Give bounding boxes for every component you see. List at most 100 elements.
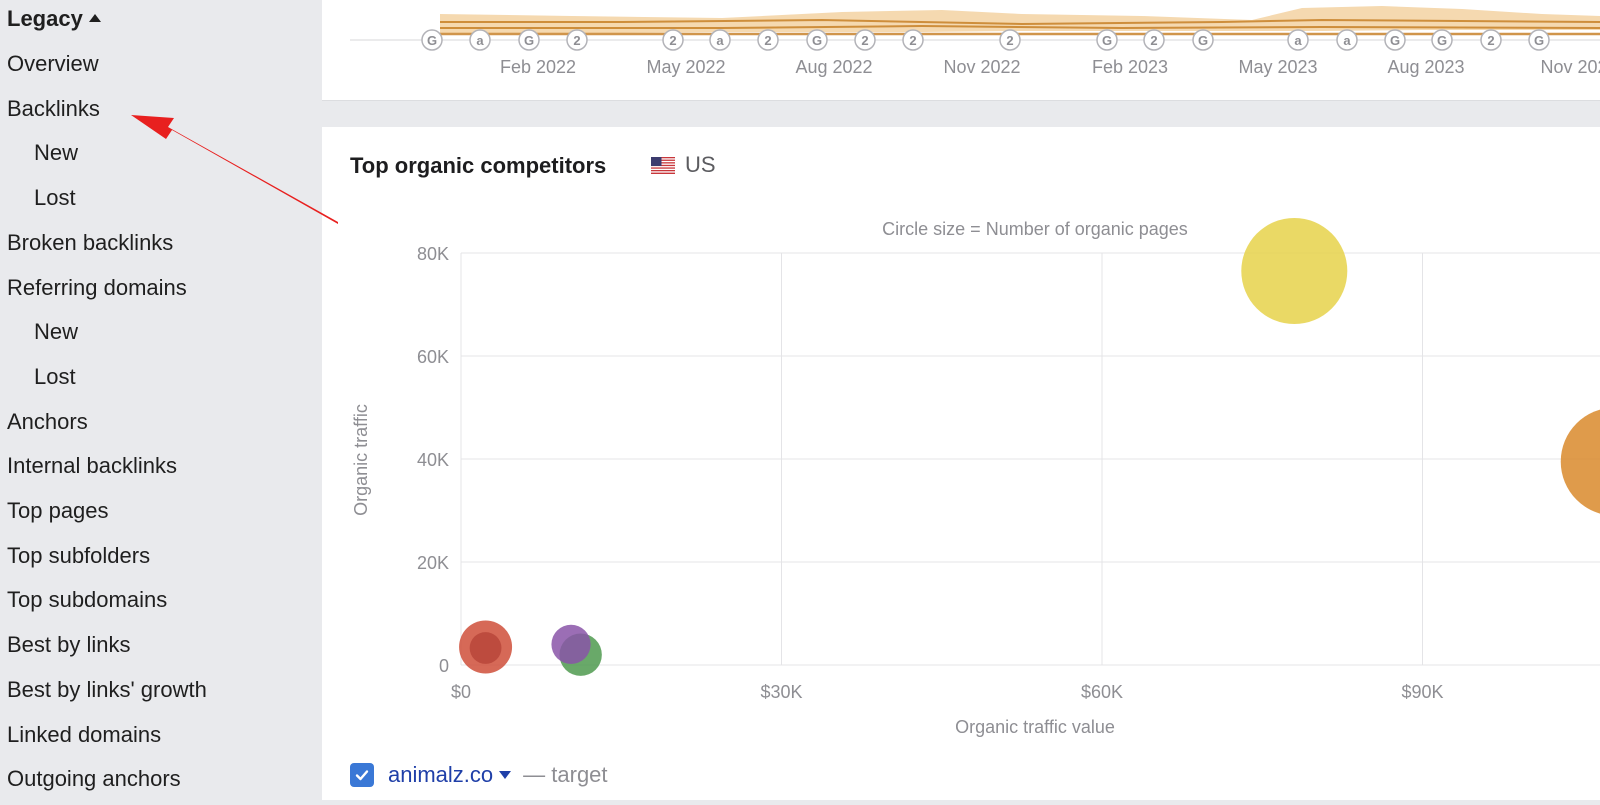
sidebar-item-internal-backlinks[interactable]: Internal backlinks xyxy=(7,453,177,479)
section-title: Top organic competitors xyxy=(350,153,607,178)
timeline-marker[interactable]: a xyxy=(1287,29,1309,51)
svg-text:G: G xyxy=(812,33,822,48)
timeline-date-label: May 2023 xyxy=(1238,57,1317,77)
sidebar-item-lost-sub[interactable]: Lost xyxy=(34,185,76,211)
country-selector[interactable]: US xyxy=(651,152,716,178)
timeline-marker[interactable]: 2 xyxy=(757,29,779,51)
svg-text:2: 2 xyxy=(861,33,868,48)
timeline-marker[interactable]: G xyxy=(421,29,443,51)
svg-text:2: 2 xyxy=(669,33,676,48)
sidebar-item-outgoing-anchors[interactable]: Outgoing anchors xyxy=(7,766,181,792)
svg-text:a: a xyxy=(476,33,484,48)
timeline-marker[interactable]: 2 xyxy=(1143,29,1165,51)
svg-text:2: 2 xyxy=(1006,33,1013,48)
svg-text:2: 2 xyxy=(1150,33,1157,48)
chart-title: Circle size = Number of organic pages xyxy=(882,219,1188,239)
chevron-down-icon[interactable] xyxy=(499,771,512,779)
sidebar-item-broken-backlinks[interactable]: Broken backlinks xyxy=(7,229,174,255)
timeline-line xyxy=(440,24,1600,30)
timeline-marker[interactable]: a xyxy=(469,29,491,51)
svg-text:2: 2 xyxy=(909,33,916,48)
svg-text:2: 2 xyxy=(764,33,771,48)
competitor-bubble[interactable] xyxy=(1560,408,1600,516)
svg-text:a: a xyxy=(1343,33,1351,48)
x-tick-label: $60K xyxy=(1081,682,1123,702)
svg-text:2: 2 xyxy=(573,33,580,48)
timeline-marker[interactable]: 2 xyxy=(566,29,588,51)
x-tick-label: $30K xyxy=(760,682,802,702)
competitors-panel: Circle size = Number of organic pages 0 20… xyxy=(322,127,1600,800)
timeline-marker[interactable]: G xyxy=(1096,29,1118,51)
timeline-line xyxy=(440,18,1600,26)
timeline-date-label: Feb 2023 xyxy=(1092,57,1168,77)
svg-text:a: a xyxy=(716,33,724,48)
svg-text:G: G xyxy=(1534,33,1544,48)
country-label: US xyxy=(685,152,716,177)
timeline-marker[interactable]: 2 xyxy=(854,29,876,51)
timeline-marker[interactable]: G xyxy=(1528,29,1550,51)
timeline-marker[interactable]: G xyxy=(1384,29,1406,51)
y-axis-title: Organic traffic xyxy=(351,404,371,516)
svg-text:G: G xyxy=(1437,33,1447,48)
timeline-marker[interactable]: G xyxy=(518,29,540,51)
us-flag-icon xyxy=(651,156,675,174)
timeline-marker[interactable]: 2 xyxy=(902,29,924,51)
timeline-date-label: Nov 202 xyxy=(1540,57,1600,77)
sidebar-item-new-sub[interactable]: New xyxy=(34,319,79,345)
target-domain-link[interactable]: animalz.co xyxy=(388,762,494,787)
legend-row: animalz.co — target xyxy=(350,762,608,788)
sidebar-item-top-pages[interactable]: Top pages xyxy=(7,498,109,523)
sidebar-item-backlinks[interactable]: Backlinks xyxy=(7,95,100,121)
sidebar-item-overview[interactable]: Overview xyxy=(7,51,99,76)
checkmark-icon xyxy=(355,770,369,781)
sidebar-item-top-subdomains[interactable]: Top subdomains xyxy=(7,587,168,613)
competitor-bubble[interactable] xyxy=(469,632,502,664)
y-tick-label: 60K xyxy=(417,347,449,367)
sidebar: Legacy Overview Backlinks New Lost Broken ba… xyxy=(0,0,322,800)
timeline-marker[interactable]: 2 xyxy=(999,29,1021,51)
timeline-marker[interactable]: 2 xyxy=(662,29,684,51)
sidebar-item-new-sub[interactable]: New xyxy=(34,140,79,166)
y-tick-label: 20K xyxy=(417,553,449,573)
x-tick-label: $0 xyxy=(451,682,471,702)
target-checkbox[interactable] xyxy=(350,763,374,787)
competitors-scatter-chart: Circle size = Number of organic pages 0 20… xyxy=(351,218,1600,737)
timeline-date-label: Nov 2022 xyxy=(943,57,1020,77)
timeline-marker[interactable]: G xyxy=(1431,29,1453,51)
sidebar-heading-legacy[interactable]: Legacy xyxy=(7,6,101,32)
sidebar-item-best-by-links[interactable]: Best by links xyxy=(7,632,131,658)
y-tick-label: 0 xyxy=(439,656,449,676)
timeline-marker[interactable]: a xyxy=(709,29,731,51)
svg-text:a: a xyxy=(1294,33,1302,48)
caret-up-icon xyxy=(88,14,101,22)
sidebar-item-best-by-links-growth[interactable]: Best by links' growth xyxy=(7,676,207,702)
target-label: — target xyxy=(523,762,608,787)
sidebar-heading-label: Legacy xyxy=(7,6,83,31)
sidebar-item-lost-sub[interactable]: Lost xyxy=(34,363,76,389)
x-axis-title: Organic traffic value xyxy=(955,717,1115,737)
svg-text:2: 2 xyxy=(1487,33,1494,48)
svg-text:G: G xyxy=(427,33,437,48)
y-tick-label: 40K xyxy=(417,450,449,470)
sidebar-item-top-subfolders[interactable]: Top subfolders xyxy=(7,542,151,568)
y-tick-label: 80K xyxy=(417,244,449,264)
timeline-marker[interactable]: a xyxy=(1336,29,1358,51)
svg-text:G: G xyxy=(1102,33,1112,48)
timeline-marker[interactable]: G xyxy=(806,29,828,51)
timeline-marker[interactable]: 2 xyxy=(1480,29,1502,51)
competitor-bubble[interactable] xyxy=(551,624,591,665)
sidebar-item-anchors[interactable]: Anchors xyxy=(7,408,88,434)
timeline-date-label: May 2022 xyxy=(646,57,725,77)
svg-text:G: G xyxy=(1198,33,1208,48)
svg-text:G: G xyxy=(524,33,534,48)
timeline-date-label: Aug 2022 xyxy=(795,57,872,77)
sidebar-item-linked-domains[interactable]: Linked domains xyxy=(7,721,162,747)
timeline-date-label: Feb 2022 xyxy=(500,57,576,77)
timeline-marker[interactable]: G xyxy=(1192,29,1214,51)
x-tick-label: $90K xyxy=(1401,682,1443,702)
svg-text:G: G xyxy=(1390,33,1400,48)
competitor-bubble[interactable] xyxy=(1241,218,1348,325)
sidebar-item-referring-domains[interactable]: Referring domains xyxy=(7,274,187,300)
